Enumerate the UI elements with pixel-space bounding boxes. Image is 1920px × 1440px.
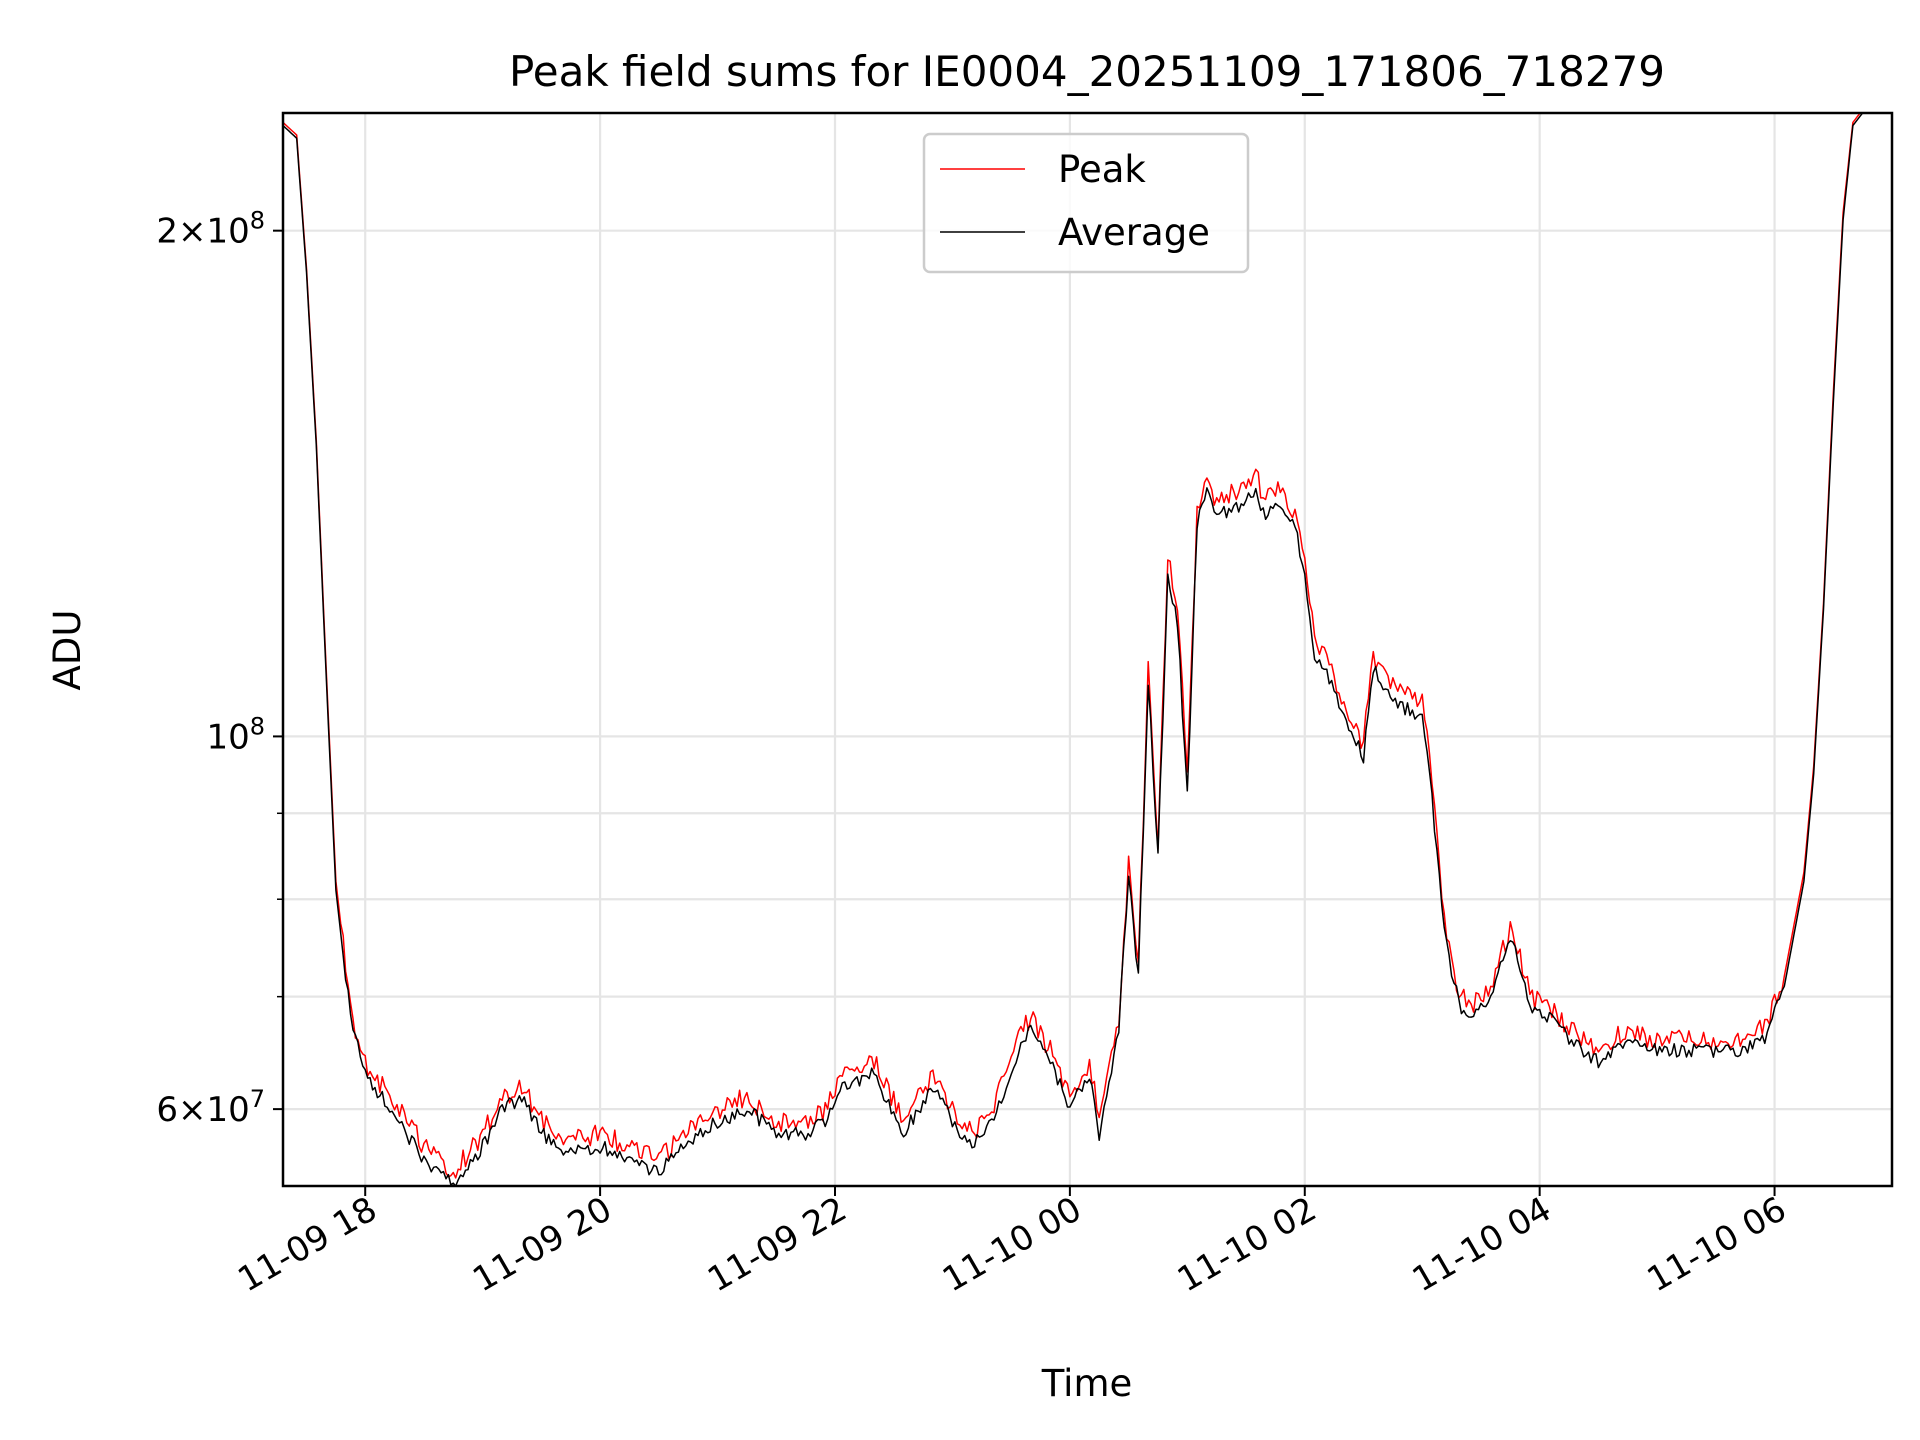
- series-line-average: [282, 112, 1892, 1187]
- y-tick-label: 108: [206, 712, 265, 757]
- plot-frame: [281, 111, 1894, 1188]
- y-axis-ticks: 6×107 108 2×108: [156, 207, 283, 1130]
- y-tick-label: 2×108: [156, 207, 265, 252]
- series-line-peak: [282, 112, 1892, 1179]
- legend-label-peak: Peak: [1058, 148, 1146, 191]
- y-tick-label: 6×107: [156, 1085, 265, 1130]
- legend-label-average: Average: [1058, 211, 1210, 254]
- chart-title: Peak field sums for IE0004_20251109_1718…: [509, 47, 1665, 96]
- x-axis-label: Time: [1041, 1362, 1133, 1405]
- legend: Peak Average: [922, 132, 1250, 274]
- series-layer: [282, 112, 1892, 1187]
- y-axis-label: ADU: [46, 610, 89, 691]
